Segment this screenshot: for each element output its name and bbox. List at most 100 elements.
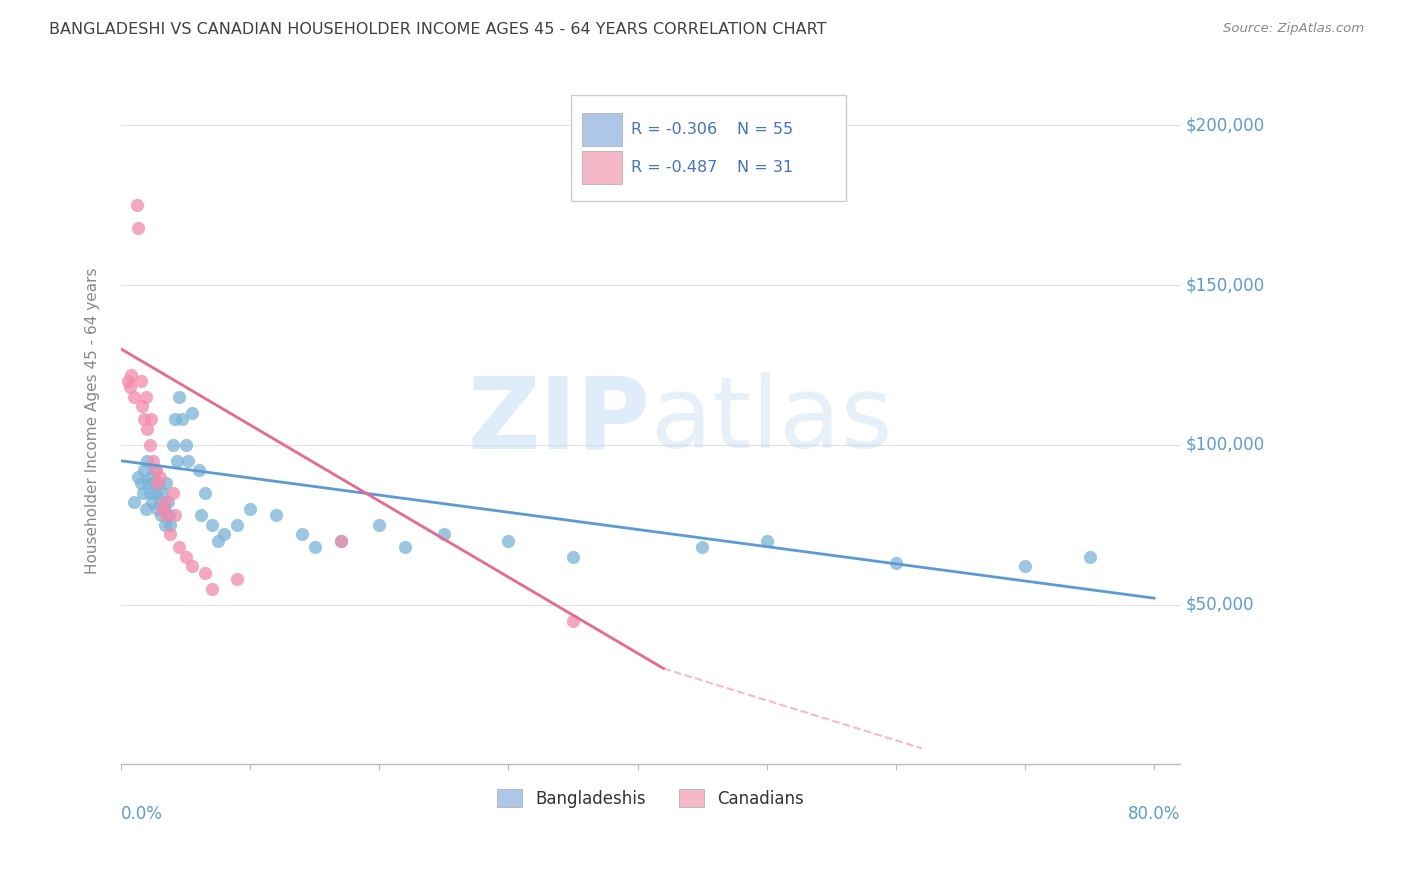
Point — [329, 533, 352, 548]
Point — [125, 198, 148, 212]
Point — [200, 582, 222, 596]
Point — [149, 495, 172, 509]
Point — [187, 463, 209, 477]
Point — [165, 412, 187, 426]
Point — [117, 374, 139, 388]
Point — [174, 438, 197, 452]
Text: R = -0.306: R = -0.306 — [631, 122, 717, 137]
Point — [134, 412, 156, 426]
Point — [142, 454, 165, 468]
Y-axis label: Householder Income Ages 45 - 64 years: Householder Income Ages 45 - 64 years — [86, 268, 100, 574]
Point — [433, 527, 456, 541]
Point — [174, 549, 197, 564]
Point — [690, 540, 713, 554]
Point — [135, 390, 157, 404]
Point — [194, 485, 217, 500]
Text: $50,000: $50,000 — [1185, 596, 1254, 614]
Point — [304, 540, 326, 554]
Point — [155, 508, 177, 522]
Text: 0.0%: 0.0% — [121, 805, 163, 823]
Point — [152, 501, 174, 516]
Point — [129, 476, 152, 491]
FancyBboxPatch shape — [571, 95, 846, 201]
Point — [127, 469, 149, 483]
Point — [136, 476, 159, 491]
Point — [394, 540, 416, 554]
Point — [162, 438, 184, 452]
Text: R = -0.487: R = -0.487 — [631, 160, 718, 175]
Text: N = 31: N = 31 — [737, 160, 793, 175]
Point — [207, 533, 229, 548]
Point — [155, 476, 177, 491]
Point — [181, 559, 204, 574]
Point — [127, 220, 149, 235]
Point — [122, 390, 145, 404]
Point — [141, 495, 163, 509]
Point — [498, 533, 520, 548]
Point — [149, 469, 172, 483]
Point — [194, 566, 217, 580]
Point — [156, 495, 179, 509]
Text: ZIP: ZIP — [468, 372, 651, 469]
FancyBboxPatch shape — [582, 151, 621, 184]
Point — [755, 533, 778, 548]
Point — [146, 501, 169, 516]
Point — [291, 527, 314, 541]
Text: BANGLADESHI VS CANADIAN HOUSEHOLDER INCOME AGES 45 - 64 YEARS CORRELATION CHART: BANGLADESHI VS CANADIAN HOUSEHOLDER INCO… — [49, 22, 827, 37]
Point — [142, 476, 165, 491]
FancyBboxPatch shape — [582, 113, 621, 146]
Point — [167, 540, 190, 554]
Point — [239, 501, 262, 516]
Point — [138, 438, 160, 452]
Point — [884, 556, 907, 570]
Point — [148, 476, 170, 491]
Point — [264, 508, 287, 522]
Point — [159, 517, 181, 532]
Point — [131, 400, 153, 414]
Legend: Bangladeshis, Canadians: Bangladeshis, Canadians — [491, 783, 811, 814]
Point — [162, 485, 184, 500]
Point — [143, 463, 166, 477]
Text: 80.0%: 80.0% — [1128, 805, 1180, 823]
Point — [121, 368, 143, 382]
Text: N = 55: N = 55 — [737, 122, 793, 137]
Text: atlas: atlas — [651, 372, 893, 469]
Point — [166, 454, 188, 468]
Point — [214, 527, 236, 541]
Point — [138, 485, 160, 500]
Point — [329, 533, 352, 548]
Point — [562, 549, 585, 564]
Point — [146, 476, 169, 491]
Point — [165, 508, 187, 522]
Point — [157, 508, 180, 522]
Point — [139, 412, 162, 426]
Point — [1078, 549, 1101, 564]
Point — [177, 454, 200, 468]
Point — [120, 380, 142, 394]
Point — [153, 517, 176, 532]
Point — [152, 485, 174, 500]
Point — [136, 422, 159, 436]
Point — [170, 412, 193, 426]
Point — [562, 614, 585, 628]
Point — [181, 406, 204, 420]
Point — [132, 485, 155, 500]
Point — [200, 517, 222, 532]
Point — [145, 463, 167, 477]
Point — [136, 454, 159, 468]
Point — [167, 390, 190, 404]
Point — [190, 508, 212, 522]
Point — [129, 374, 152, 388]
Point — [153, 495, 176, 509]
Point — [226, 572, 249, 586]
Point — [152, 501, 174, 516]
Text: Source: ZipAtlas.com: Source: ZipAtlas.com — [1223, 22, 1364, 36]
Point — [134, 463, 156, 477]
Point — [135, 501, 157, 516]
Point — [159, 527, 181, 541]
Point — [1014, 559, 1036, 574]
Text: $100,000: $100,000 — [1185, 436, 1264, 454]
Point — [122, 495, 145, 509]
Point — [150, 508, 173, 522]
Point — [139, 469, 162, 483]
